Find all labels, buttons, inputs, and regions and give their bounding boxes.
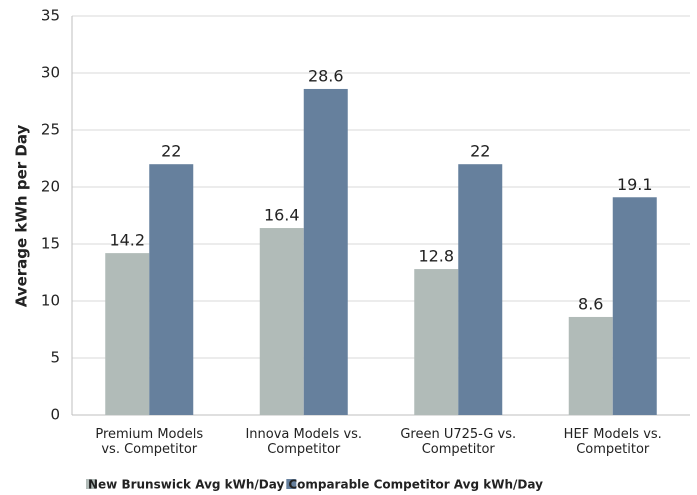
legend-label: New Brunswick Avg kWh/Day: [88, 478, 284, 492]
bar: [612, 197, 657, 415]
bar: [259, 228, 304, 415]
value-label: 22: [470, 142, 490, 161]
bar: [303, 88, 348, 416]
y-tick-label: 20: [41, 178, 60, 196]
value-label: 16.4: [264, 206, 300, 225]
y-tick-label: 10: [41, 292, 60, 310]
legend-swatch: [286, 479, 297, 489]
value-label: 28.6: [308, 66, 344, 85]
x-tick-label: HEF Models vs. Competitor: [563, 427, 662, 457]
value-label: 14.2: [109, 231, 145, 250]
bar: [149, 164, 194, 415]
value-label: 22: [161, 142, 181, 161]
y-axis-title: Average kWh per Day: [13, 125, 31, 308]
bar: [568, 316, 613, 415]
x-tick-label: Premium Models vs. Competitor: [95, 427, 204, 457]
y-tick-label: 5: [50, 349, 60, 367]
value-label: 19.1: [617, 175, 653, 194]
bar: [458, 164, 503, 415]
bar: [414, 269, 459, 415]
y-tick-label: 30: [41, 64, 60, 82]
y-tick-label: 15: [41, 235, 60, 253]
legend-label: Comparable Competitor Avg kWh/Day: [288, 478, 543, 492]
y-tick-label: 0: [50, 406, 60, 424]
x-tick-label: Innova Models vs. Competitor: [245, 427, 363, 457]
value-label: 8.6: [578, 294, 603, 313]
bar: [105, 253, 150, 415]
legend-swatch: [86, 479, 96, 489]
value-label: 12.8: [418, 247, 454, 266]
y-tick-label: 25: [41, 121, 60, 139]
y-tick-label: 35: [41, 7, 60, 25]
x-tick-label: Green U725-G vs. Competitor: [400, 427, 517, 457]
